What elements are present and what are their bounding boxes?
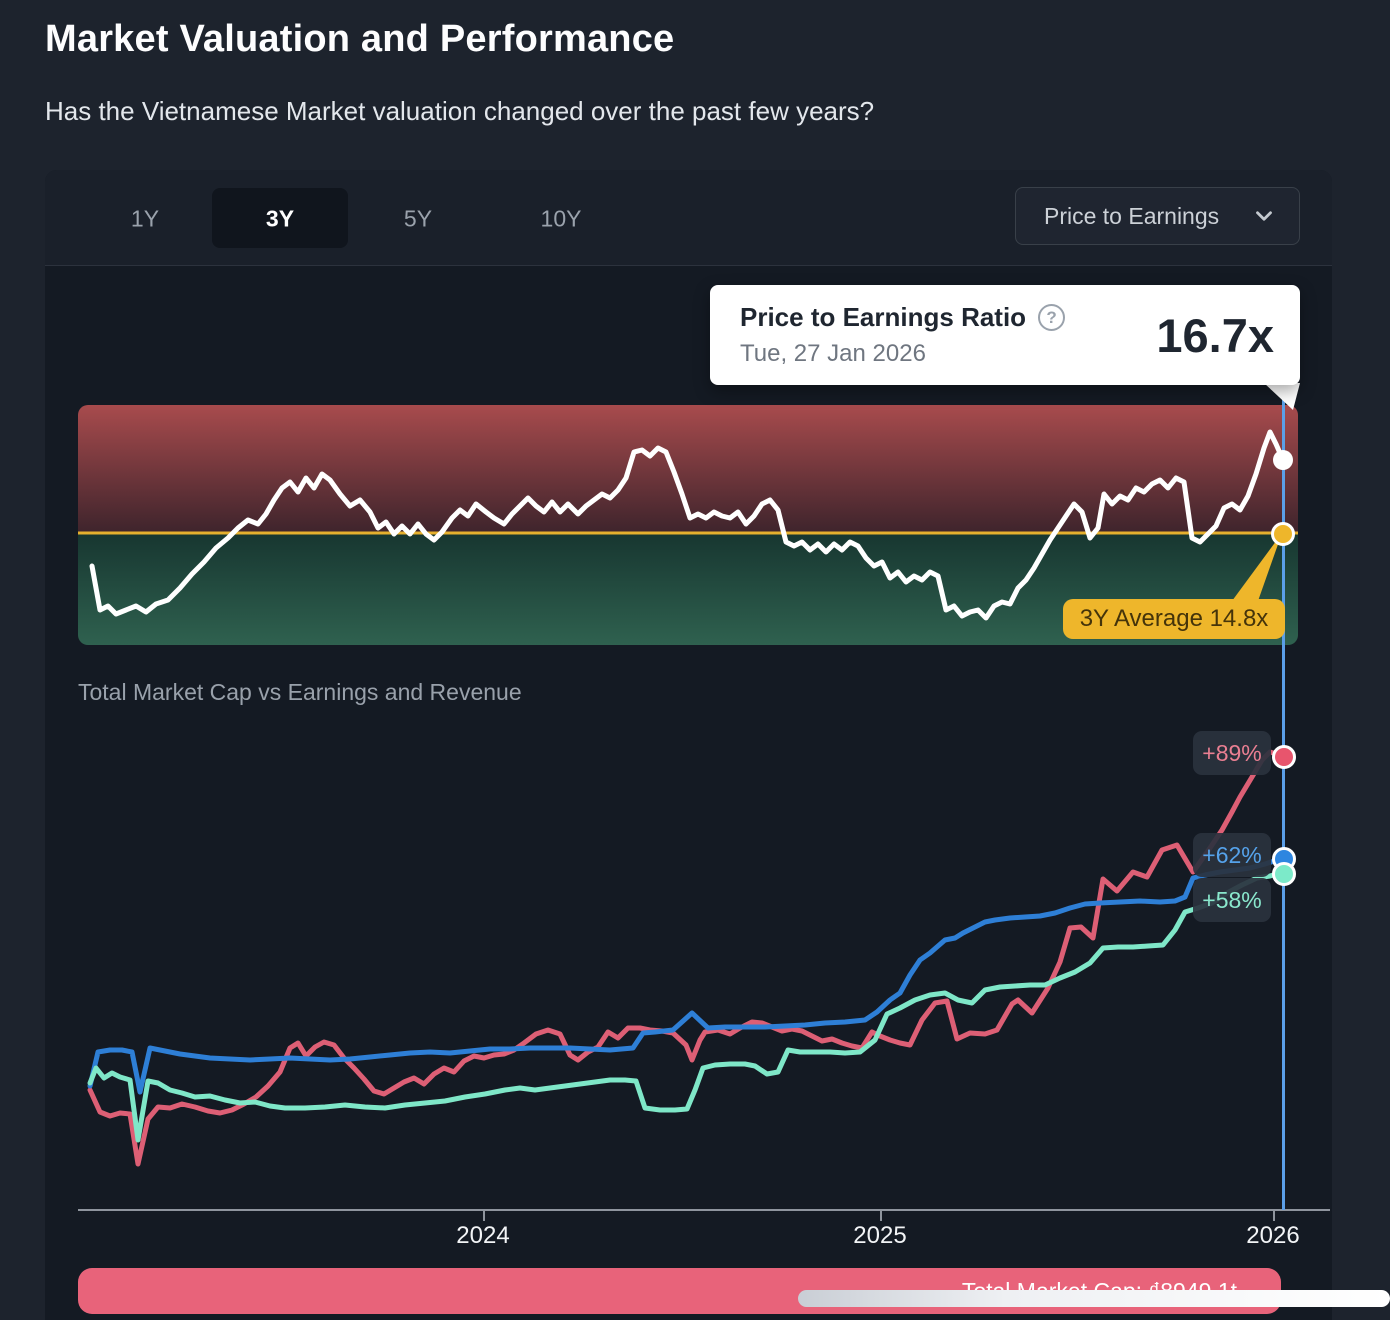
market-cap-line [87, 749, 1286, 1167]
page-title: Market Valuation and Performance [45, 18, 675, 60]
earnings-line [87, 855, 1286, 1095]
range-tab-selected-pill [212, 188, 348, 248]
x-axis-tick-2025 [880, 1211, 882, 1221]
range-tab-5y[interactable]: 5Y [403, 205, 433, 232]
revenue-line [87, 869, 1286, 1143]
x-axis-label-2025: 2025 [853, 1222, 907, 1249]
tooltip-date: Tue, 27 Jan 2026 [740, 340, 926, 367]
revenue-marker-dot [1272, 862, 1296, 886]
revenue-change-badge: +58% [1193, 878, 1271, 922]
range-tab-10y[interactable]: 10Y [540, 205, 582, 232]
help-icon[interactable]: ? [1038, 304, 1066, 331]
pe-marker-dot [1273, 450, 1293, 470]
pe-band-chart[interactable] [78, 405, 1298, 645]
earnings-change-badge: +62% [1193, 833, 1271, 877]
chevron-down-icon [1256, 211, 1272, 221]
chart-tooltip: Price to Earnings Ratio ? Tue, 27 Jan 20… [710, 285, 1300, 385]
tooltip-value: 16.7x [1156, 308, 1274, 362]
crosshair-line [1282, 386, 1285, 1210]
cap-chart-label: Total Market Cap vs Earnings and Revenue [78, 679, 522, 705]
metric-dropdown-value: Price to Earnings [1044, 202, 1220, 229]
metric-dropdown[interactable]: Price to Earnings [1015, 187, 1300, 245]
average-badge: 3Y Average 14.8x [1063, 599, 1285, 639]
market-cap-change-badge: +89% [1193, 731, 1271, 775]
horizontal-scrollbar[interactable] [798, 1290, 1390, 1307]
range-tab-1y[interactable]: 1Y [130, 205, 160, 232]
x-axis-label-2026: 2026 [1246, 1222, 1300, 1249]
x-axis-label-2024: 2024 [456, 1222, 510, 1249]
x-axis-tick-2026 [1273, 1211, 1275, 1221]
tooltip-title: Price to Earnings Ratio [740, 302, 1027, 332]
average-marker-dot [1271, 522, 1295, 546]
cap-chart[interactable] [78, 720, 1298, 1210]
pe-line [89, 429, 1286, 621]
x-axis-line [78, 1209, 1330, 1211]
market-cap-marker-dot [1272, 745, 1296, 769]
range-tab-3y[interactable]: 3Y [265, 205, 295, 232]
x-axis-tick-2024 [483, 1211, 485, 1221]
page-subtitle: Has the Vietnamese Market valuation chan… [45, 96, 875, 126]
